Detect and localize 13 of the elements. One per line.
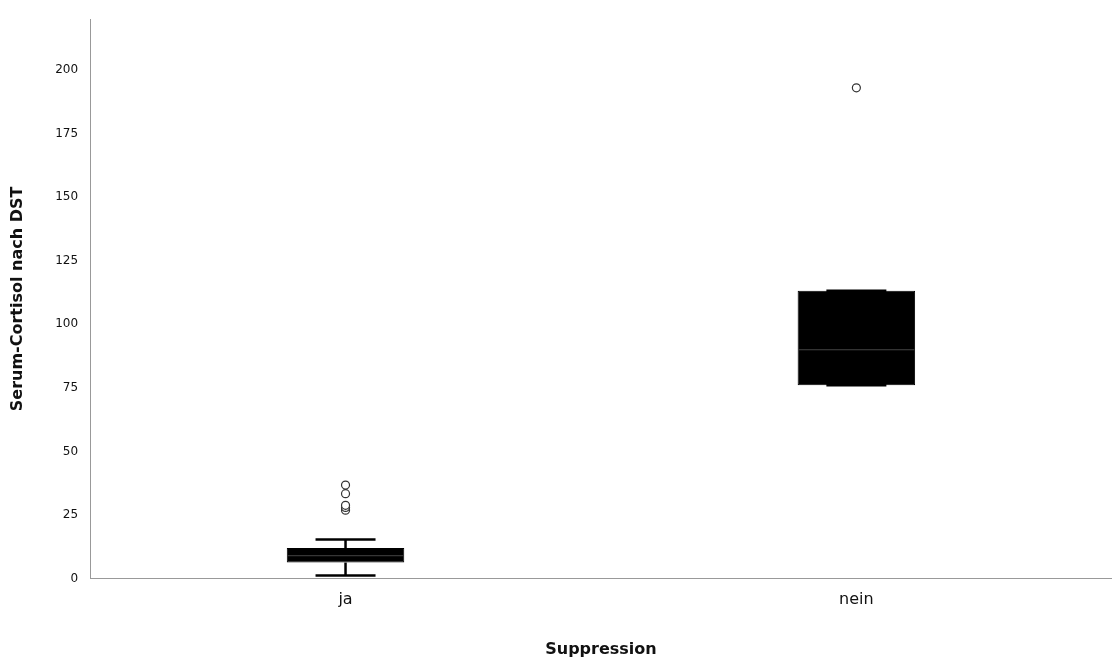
y-tick-label: 25: [62, 507, 79, 522]
y-tick-label: 125: [55, 252, 79, 267]
y-tick-label: 100: [55, 316, 79, 331]
y-tick-label: 50: [62, 443, 79, 458]
x-axis-title: Suppression: [545, 638, 657, 658]
y-axis-title: Serum-Cortisol nach DST: [6, 186, 26, 412]
y-tick-label: 0: [70, 570, 79, 585]
x-tick-label: ja: [337, 589, 353, 609]
y-tick-label: 75: [62, 380, 79, 395]
y-tick-label: 150: [55, 189, 79, 204]
y-tick-label: 200: [55, 62, 79, 77]
x-tick-label: nein: [839, 589, 874, 609]
y-tick-label: 175: [55, 125, 79, 140]
